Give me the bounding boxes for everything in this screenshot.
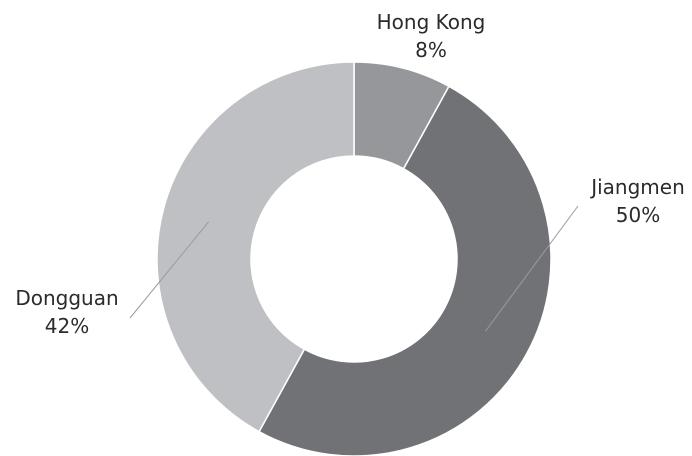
slices-group [156,61,552,456]
leader-lines-group [129,205,579,332]
labels-group: Hong Kong 8% Jiangmen 50% Dongguan 42% [15,10,684,338]
slice-name-jiangmen: Jiangmen [589,175,685,199]
slice-name-dongguan: Dongguan [15,286,118,310]
slice-percent-dongguan: 42% [45,314,89,338]
slice-dongguan [156,61,355,433]
slice-percent-hong-kong: 8% [415,38,447,62]
slice-name-hong-kong: Hong Kong [377,10,486,34]
leader-line-jiangmen [485,205,579,332]
slice-percent-jiangmen: 50% [616,203,660,227]
leader-line-dongguan [129,221,210,319]
slice-jiangmen [258,85,552,456]
